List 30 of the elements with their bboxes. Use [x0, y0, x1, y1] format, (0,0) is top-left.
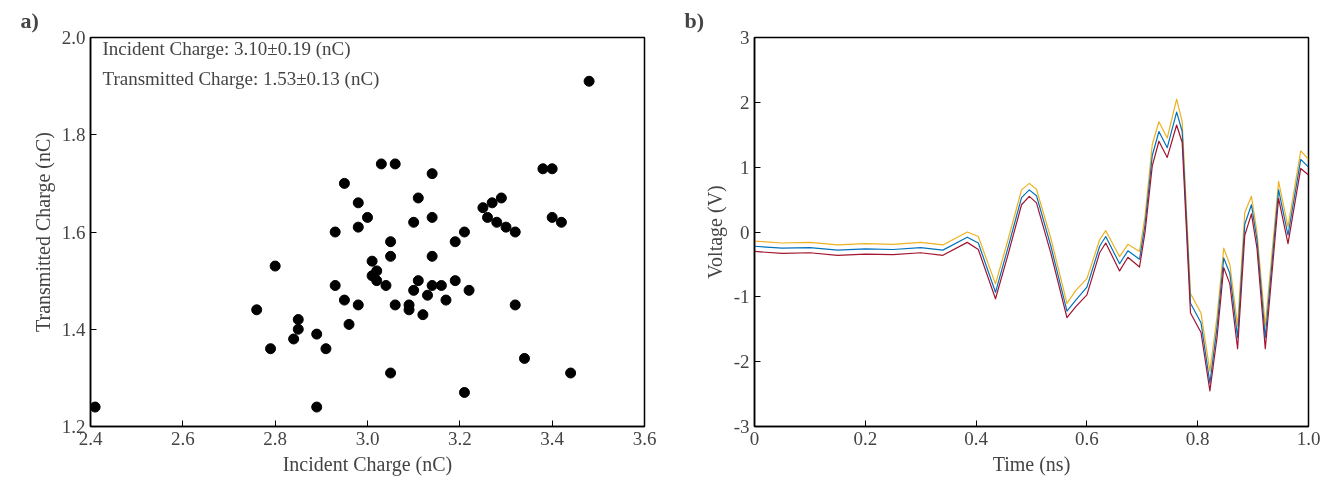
y-axis-title: Transmitted Charge (nC): [31, 132, 55, 332]
y-tick-label: -1: [733, 286, 750, 308]
x-tick-label: 0.2: [853, 427, 878, 449]
x-tick-label: 1.0: [1296, 427, 1321, 449]
x-tick-label: 0.8: [1185, 427, 1210, 449]
y-axis-title: Voltage (V): [703, 185, 727, 279]
x-tick-label: 3.2: [447, 427, 472, 449]
y-tick-label: 2.0: [61, 27, 86, 48]
y-tick-label: 2: [740, 91, 750, 113]
x-tick-label: 3.6: [632, 427, 657, 449]
x-tick-label: 3.4: [540, 427, 565, 449]
chart-title: a): [20, 7, 39, 33]
y-tick-label: 1.4: [61, 318, 86, 340]
x-axis-title: Incident Charge (nC): [282, 452, 453, 476]
x-tick-label: 2.6: [170, 427, 195, 449]
chart-title: b): [684, 7, 705, 33]
y-tick-label: 0: [740, 221, 750, 243]
x-tick-label: 0.6: [1075, 427, 1099, 449]
x-tick-label: 0.4: [964, 427, 989, 449]
y-tick-label: 1: [740, 156, 750, 178]
x-tick-label: 3.0: [355, 427, 380, 449]
x-axis-title: Time (ns): [992, 452, 1071, 476]
y-tick-label: -2: [733, 351, 750, 373]
annotation: Incident Charge: 3.10±0.19 (nC): [102, 37, 351, 60]
y-tick-label: 1.6: [61, 221, 86, 243]
y-tick-label: -3: [733, 416, 750, 437]
x-tick-label: 2.8: [263, 427, 288, 449]
annotation: Transmitted Charge: 1.53±0.13 (nC): [102, 67, 380, 90]
y-tick-label: 1.8: [61, 124, 86, 146]
y-tick-label: 3: [740, 27, 750, 48]
